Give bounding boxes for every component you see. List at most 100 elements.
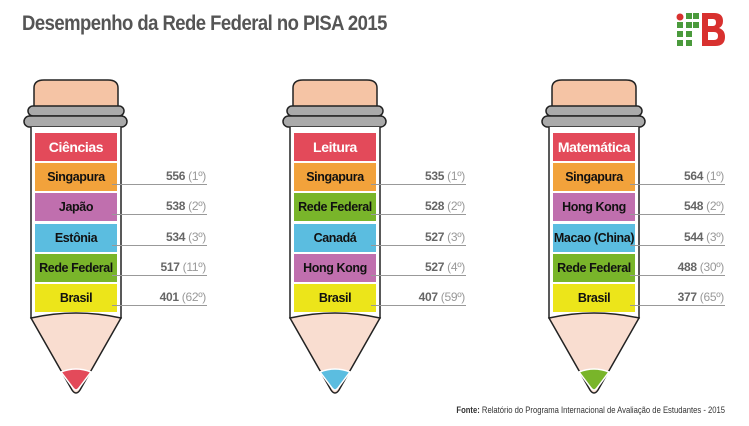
source-text: Relatório do Programa Internacional de A…	[481, 405, 725, 415]
country-band: Hong Kong	[553, 193, 635, 222]
score-label: 556 (1º)	[106, 169, 206, 183]
pencil-ring	[541, 115, 646, 128]
leader-line	[112, 184, 207, 185]
score-label: 377 (65º)	[624, 290, 725, 305]
leader-line	[112, 305, 207, 307]
rank: (1º)	[447, 169, 465, 183]
score-label: 528 (2º)	[365, 199, 465, 213]
leader-line	[630, 274, 725, 276]
country-band: Brasil	[35, 284, 117, 313]
pencil-eraser	[292, 79, 378, 113]
score: 401	[159, 290, 179, 305]
pencil-cone	[29, 312, 123, 394]
country-band: Canadá	[294, 223, 376, 252]
score: 527	[424, 229, 445, 244]
score-label: 407 (59º)	[365, 290, 466, 305]
country-band: Brasil	[294, 284, 376, 313]
score-label: 548 (2º)	[624, 199, 724, 213]
source-note: Fonte: Relatório do Programa Internacion…	[456, 405, 725, 415]
pencil-leitura: Leitura Singapura 535 (1º) Rede Federal 5…	[259, 0, 519, 426]
rank: (1º)	[188, 169, 206, 183]
score: 488	[677, 259, 697, 274]
leader-line	[630, 184, 725, 185]
rank: (11º)	[182, 259, 207, 274]
pencil-matematica: Matemática Singapura 564 (1º) Hong Kong 5…	[518, 0, 749, 426]
leader-line	[371, 305, 466, 307]
country-band: Estônia	[35, 223, 117, 252]
pencil-cone	[547, 312, 641, 394]
rank: (3º)	[188, 229, 206, 244]
score: 548	[683, 199, 704, 214]
score: 517	[160, 259, 180, 274]
pencil-ring	[545, 105, 643, 117]
leader-line	[112, 244, 207, 246]
pencil-cone	[288, 312, 382, 394]
rank: (1º)	[706, 169, 724, 183]
score-label: 564 (1º)	[624, 169, 724, 183]
pencil-tip	[577, 368, 611, 391]
pencil-ring	[286, 105, 384, 117]
leader-line	[371, 214, 466, 216]
score-label: 517 (11º)	[106, 260, 206, 274]
country-band: Singapura	[294, 163, 376, 191]
subject-band: Matemática	[553, 133, 635, 161]
rank: (59º)	[440, 290, 466, 305]
rank: (30º)	[699, 259, 725, 274]
country-band: Japão	[35, 193, 117, 222]
score-label: 534 (3º)	[106, 230, 206, 244]
pencil-ring	[27, 105, 125, 117]
leader-line	[630, 214, 725, 216]
score-label: 544 (3º)	[624, 230, 724, 244]
score: 535	[424, 169, 445, 183]
score: 528	[424, 199, 445, 214]
score: 544	[683, 229, 704, 244]
pencil-eraser	[551, 79, 637, 113]
ifb-logo	[676, 12, 726, 53]
leader-line	[630, 244, 725, 246]
leader-line	[630, 305, 725, 307]
subject-band: Ciências	[35, 133, 117, 161]
rank: (2º)	[706, 199, 724, 214]
score: 377	[677, 290, 697, 305]
country-band: Rede Federal	[294, 193, 376, 222]
pencil-ciencias: Ciências Singapura 556 (1º) Japão 538 (2º…	[0, 0, 260, 426]
country-band: Singapura	[553, 163, 635, 191]
leader-line	[371, 184, 466, 185]
country-band: Hong Kong	[294, 253, 376, 282]
pencil-ring	[282, 115, 387, 128]
rank: (3º)	[447, 229, 465, 244]
pencil-tip	[318, 368, 352, 391]
score-label: 401 (62º)	[106, 290, 207, 305]
page-title: Desempenho da Rede Federal no PISA 2015	[22, 12, 387, 35]
score-label: 527 (3º)	[365, 230, 465, 244]
rank: (62º)	[181, 290, 207, 305]
country-band: Brasil	[553, 284, 635, 313]
leader-line	[112, 274, 207, 276]
rank: (4º)	[447, 259, 465, 274]
country-band: Rede Federal	[35, 253, 117, 282]
rank: (2º)	[188, 199, 206, 214]
score: 527	[424, 259, 445, 274]
rank: (65º)	[699, 290, 725, 305]
score-label: 535 (1º)	[365, 169, 465, 183]
score: 564	[683, 169, 704, 183]
pencil-eraser	[33, 79, 119, 113]
source-label: Fonte:	[456, 405, 480, 415]
score: 538	[165, 199, 186, 214]
pencil-ring	[23, 115, 128, 128]
rank: (3º)	[706, 229, 724, 244]
country-band: Macao (China)	[553, 223, 635, 252]
rank: (2º)	[447, 199, 465, 214]
score: 407	[418, 290, 438, 305]
score-label: 527 (4º)	[365, 260, 465, 274]
score-label: 488 (30º)	[624, 259, 725, 274]
score: 556	[165, 169, 186, 183]
subject-band: Leitura	[294, 133, 376, 161]
country-band: Singapura	[35, 163, 117, 191]
score: 534	[165, 229, 186, 244]
country-band: Rede Federal	[553, 253, 635, 282]
leader-line	[112, 214, 207, 216]
pencil-tip	[59, 368, 93, 391]
leader-line	[371, 274, 466, 276]
